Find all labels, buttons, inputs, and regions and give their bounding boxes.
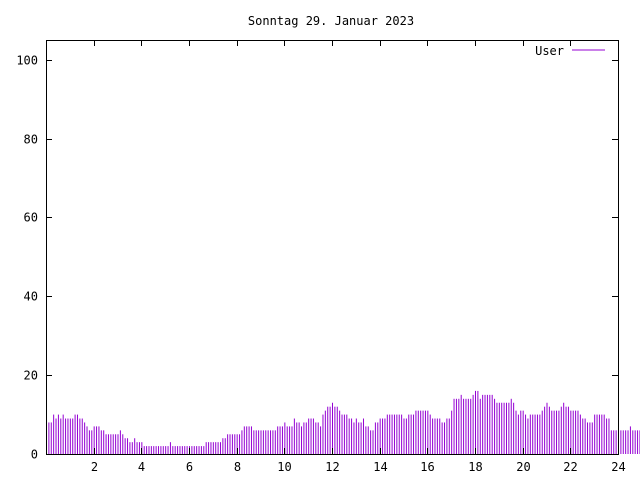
x-tick-label: 12 bbox=[325, 460, 339, 474]
y-tick-label: 100 bbox=[16, 54, 38, 68]
plot-frame bbox=[46, 40, 619, 455]
y-tick-label: 60 bbox=[24, 211, 38, 225]
x-tick-label: 24 bbox=[611, 460, 625, 474]
legend-label-user: User bbox=[535, 44, 564, 58]
y-tick-label: 20 bbox=[24, 369, 38, 383]
x-tick-label: 16 bbox=[420, 460, 434, 474]
x-tick-label: 14 bbox=[373, 460, 387, 474]
x-tick-label: 22 bbox=[563, 460, 577, 474]
x-tick-label: 6 bbox=[186, 460, 193, 474]
y-tick-label: 0 bbox=[31, 448, 38, 462]
bar-series bbox=[46, 390, 640, 454]
x-tick-label: 4 bbox=[138, 460, 145, 474]
x-tick-label: 2 bbox=[91, 460, 98, 474]
y-tick-label: 80 bbox=[24, 133, 38, 147]
chart-title: Sonntag 29. Januar 2023 bbox=[248, 14, 414, 28]
x-tick-label: 20 bbox=[516, 460, 530, 474]
y-tick-label: 40 bbox=[24, 290, 38, 304]
x-tick-label: 18 bbox=[468, 460, 482, 474]
x-tick-label: 8 bbox=[234, 460, 241, 474]
legend: User bbox=[535, 44, 605, 58]
x-tick-label: 10 bbox=[277, 460, 291, 474]
